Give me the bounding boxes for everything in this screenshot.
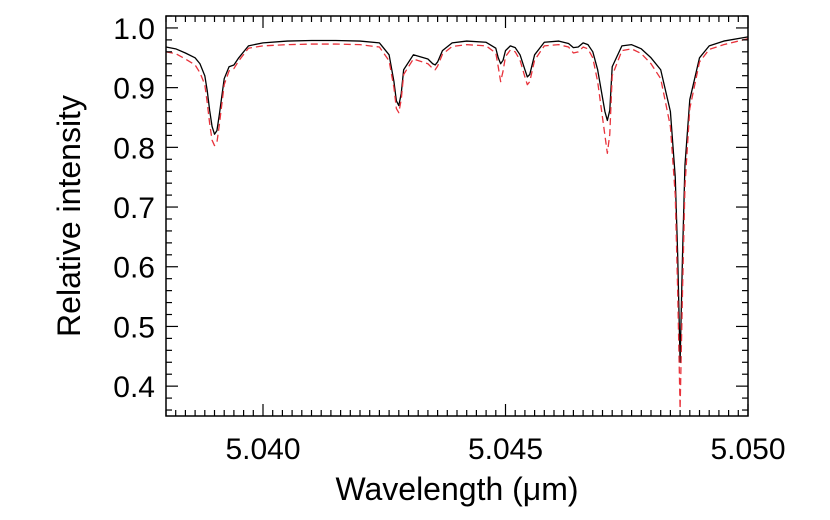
series-line-2 xyxy=(165,38,749,410)
y-tick-label: 0.6 xyxy=(113,252,155,285)
y-tick-label: 1.0 xyxy=(113,13,155,46)
x-tick-labels: 5.040 5.045 5.050 xyxy=(225,433,785,466)
y-axis-title: Relative intensity xyxy=(51,95,87,337)
x-tick-label: 5.040 xyxy=(225,433,300,466)
series-line-1 xyxy=(165,36,749,363)
y-tick-label: 0.8 xyxy=(113,132,155,165)
y-tick-label: 0.7 xyxy=(113,192,155,225)
x-tick-label: 5.050 xyxy=(710,433,785,466)
y-tick-label: 0.4 xyxy=(113,371,155,404)
x-tick-label: 5.045 xyxy=(468,433,543,466)
plot-frame xyxy=(165,15,749,417)
series-layer xyxy=(165,36,749,410)
y-tick-label: 0.9 xyxy=(113,73,155,106)
x-axis-title: Wavelength (μm) xyxy=(335,471,578,507)
ticks-layer xyxy=(165,15,749,416)
y-tick-label: 0.5 xyxy=(113,311,155,344)
y-tick-labels: 0.4 0.5 0.6 0.7 0.8 0.9 1.0 xyxy=(113,13,155,404)
